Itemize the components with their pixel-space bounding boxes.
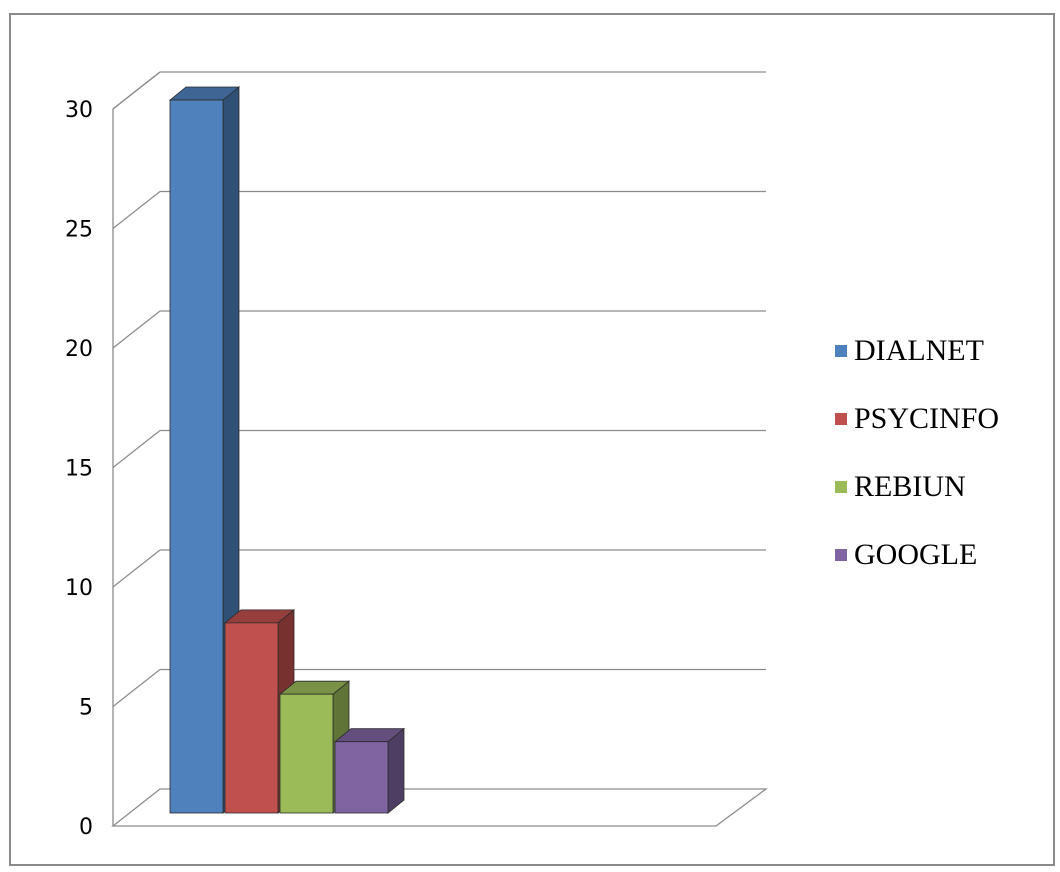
- legend-label: REBIUN: [854, 470, 966, 503]
- gridline-depth: [112, 429, 161, 469]
- gridlines: [112, 71, 766, 708]
- y-tick-label: 5: [79, 696, 93, 721]
- y-tick-label: 15: [65, 457, 93, 482]
- legend-label: PSYCINFO: [854, 402, 999, 435]
- bar-front-face: [334, 741, 389, 814]
- y-axis-tick-labels: 0 5 10 15 20 25 30: [65, 98, 93, 840]
- bars: [168, 86, 406, 814]
- bar-front-face: [224, 622, 279, 814]
- gridline-depth: [112, 549, 161, 588]
- gridline-depth: [112, 668, 161, 708]
- legend-swatch: [835, 413, 847, 425]
- y-tick-label: 25: [65, 218, 93, 243]
- y-tick-label: 30: [65, 98, 93, 123]
- y-tick-label: 0: [79, 815, 93, 840]
- legend-swatch: [835, 549, 847, 561]
- bar-google: [333, 727, 406, 814]
- y-tick-label: 20: [65, 337, 93, 362]
- legend-label: DIALNET: [854, 334, 984, 367]
- legend-item-google: GOOGLE: [835, 538, 977, 571]
- legend: DIALNET PSYCINFO REBIUN GOOGLE: [835, 334, 999, 571]
- bar-psycinfo: [223, 609, 296, 814]
- bar-side-face: [387, 727, 405, 814]
- bar-front-face: [279, 693, 334, 814]
- gridline-depth: [112, 310, 161, 349]
- legend-swatch: [835, 481, 847, 493]
- legend-swatch: [835, 345, 847, 357]
- legend-item-rebiun: REBIUN: [835, 470, 966, 503]
- legend-label: GOOGLE: [854, 538, 977, 571]
- legend-item-psycinfo: PSYCINFO: [835, 402, 999, 435]
- gridline-depth: [112, 71, 161, 110]
- gridline-depth: [112, 190, 161, 230]
- bar-front-face: [169, 99, 224, 814]
- y-tick-label: 10: [65, 576, 93, 601]
- legend-item-dialnet: DIALNET: [835, 334, 984, 367]
